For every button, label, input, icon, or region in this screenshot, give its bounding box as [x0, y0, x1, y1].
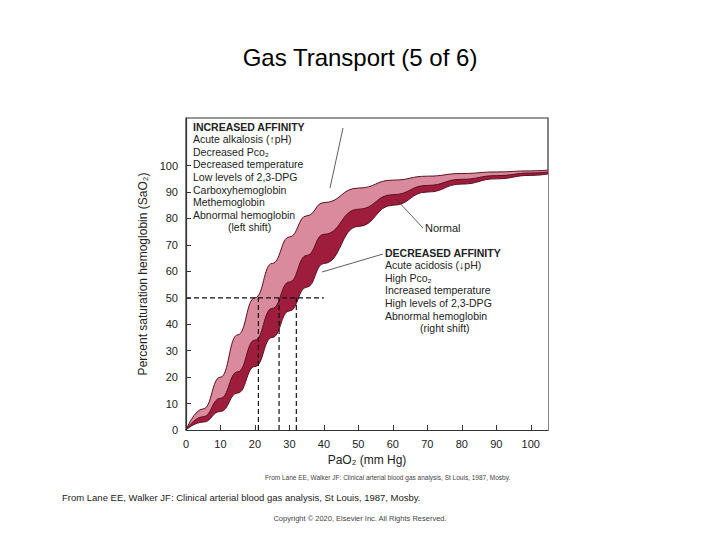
svg-text:50: 50: [352, 438, 364, 450]
svg-text:80: 80: [166, 212, 178, 224]
svg-text:40: 40: [166, 318, 178, 330]
svg-text:Percent saturation hemoglobin: Percent saturation hemoglobin (SaO₂): [136, 173, 150, 376]
svg-text:From Lane EE, Walker JF: Clini: From Lane EE, Walker JF: Clinical arteri…: [62, 492, 421, 503]
svg-text:(right shift): (right shift): [420, 322, 470, 334]
svg-text:100: 100: [160, 160, 178, 172]
svg-text:0: 0: [183, 438, 189, 450]
svg-text:Normal: Normal: [425, 222, 460, 234]
svg-text:10: 10: [214, 438, 226, 450]
svg-text:20: 20: [166, 371, 178, 383]
svg-text:40: 40: [318, 438, 330, 450]
svg-text:10: 10: [166, 398, 178, 410]
svg-text:30: 30: [283, 438, 295, 450]
svg-text:90: 90: [166, 186, 178, 198]
svg-text:50: 50: [166, 292, 178, 304]
svg-text:70: 70: [421, 438, 433, 450]
svg-text:100: 100: [522, 438, 540, 450]
svg-text:Decreased temperature: Decreased temperature: [193, 158, 303, 170]
svg-text:Acute alkalosis (↑pH): Acute alkalosis (↑pH): [193, 133, 292, 145]
svg-text:Acute acidosis (↓pH): Acute acidosis (↓pH): [385, 259, 481, 271]
svg-text:60: 60: [166, 265, 178, 277]
svg-text:90: 90: [490, 438, 502, 450]
svg-text:Carboxyhemoglobin: Carboxyhemoglobin: [193, 184, 287, 196]
svg-text:Increased temperature: Increased temperature: [385, 284, 491, 296]
svg-text:0: 0: [172, 424, 178, 436]
svg-text:(left shift): (left shift): [228, 221, 271, 233]
svg-text:High Pco₂: High Pco₂: [385, 272, 432, 284]
svg-text:Gas Transport (5 of 6): Gas Transport (5 of 6): [243, 44, 478, 71]
svg-text:INCREASED AFFINITY: INCREASED AFFINITY: [193, 121, 305, 133]
svg-text:Low levels of 2,3-DPG: Low levels of 2,3-DPG: [193, 171, 297, 183]
svg-text:Methemoglobin: Methemoglobin: [193, 196, 265, 208]
svg-text:30: 30: [166, 345, 178, 357]
svg-text:From Lane EE, Walker JF: Clini: From Lane EE, Walker JF: Clinical arteri…: [265, 474, 510, 482]
svg-text:PaO₂ (mm Hg): PaO₂ (mm Hg): [328, 453, 407, 467]
svg-text:High levels of 2,3-DPG: High levels of 2,3-DPG: [385, 297, 492, 309]
svg-text:60: 60: [387, 438, 399, 450]
svg-text:80: 80: [456, 438, 468, 450]
svg-text:DECREASED AFFINITY: DECREASED AFFINITY: [385, 247, 501, 259]
svg-text:Copyright © 2020, Elsevier Inc: Copyright © 2020, Elsevier Inc. All Righ…: [273, 514, 446, 523]
svg-text:Abnormal hemoglobin: Abnormal hemoglobin: [193, 209, 295, 221]
svg-text:Abnormal hemoglobin: Abnormal hemoglobin: [385, 310, 487, 322]
svg-text:20: 20: [249, 438, 261, 450]
svg-text:Decreased Pco₂: Decreased Pco₂: [193, 146, 269, 158]
svg-text:70: 70: [166, 239, 178, 251]
